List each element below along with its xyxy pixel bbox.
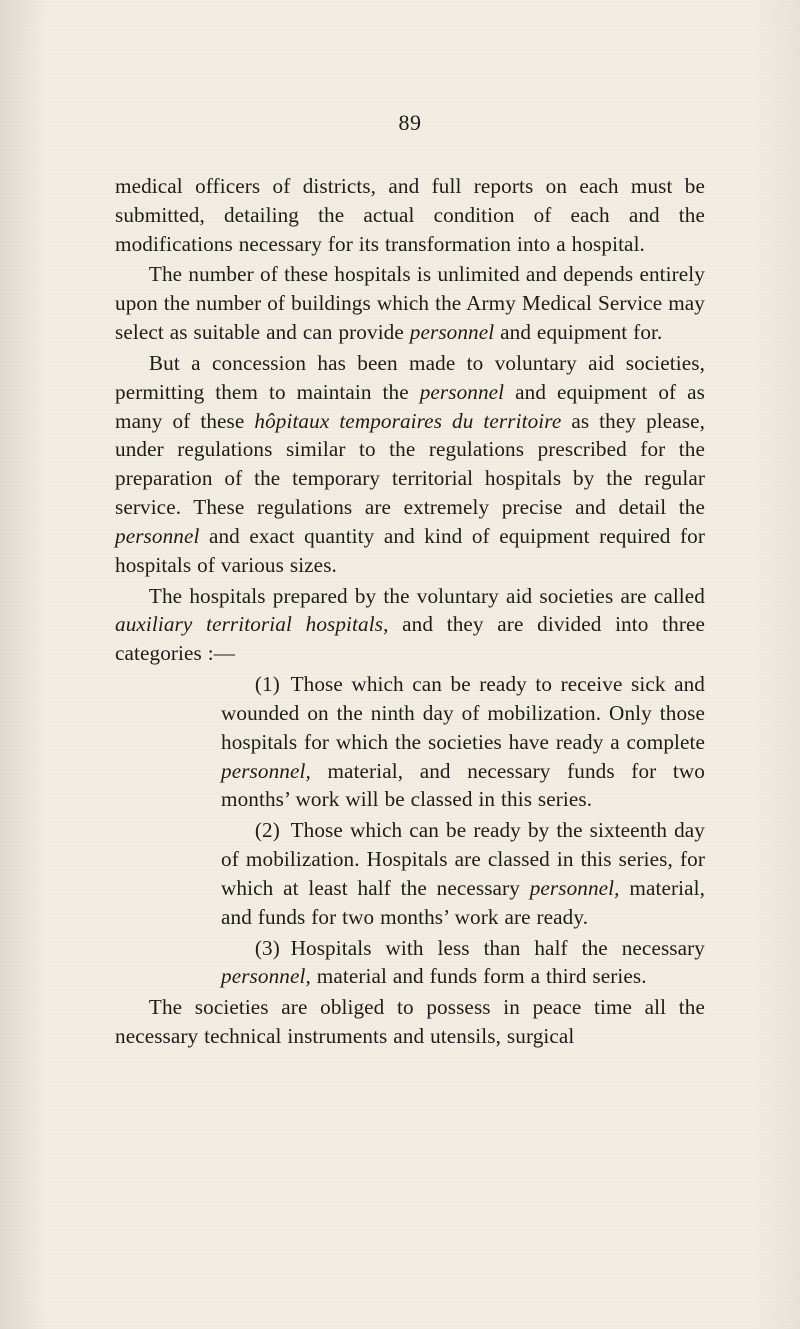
p4a: The hospitals prepared by the voluntary … xyxy=(149,584,705,608)
paragraph-4: The hospitals prepared by the voluntary … xyxy=(115,582,705,668)
italic-personnel-6: personnel, xyxy=(221,964,311,988)
italic-personnel-1: personnel xyxy=(410,320,494,344)
p5-text: The societies are obliged to possess in … xyxy=(115,995,705,1048)
italic-personnel-5: personnel, xyxy=(530,876,620,900)
list-item-1: (1) Those which can be ready to receive … xyxy=(115,670,705,814)
paragraph-3: But a concession has been made to volunt… xyxy=(115,349,705,580)
li3b: material and funds form a third series. xyxy=(311,964,647,988)
page: 89 medical officers of districts, and fu… xyxy=(0,0,800,1329)
body-text: medical officers of districts, and full … xyxy=(115,172,705,1051)
p1-text: medical officers of districts, and full … xyxy=(115,174,705,256)
p2b: and equipment for. xyxy=(494,320,662,344)
li1a: (1) Those which can be ready to receive … xyxy=(221,672,705,754)
page-number: 89 xyxy=(115,110,705,136)
italic-hopitaux: hôpitaux temporaires du territoire xyxy=(254,409,561,433)
li3a: (3) Hospitals with less than half the ne… xyxy=(255,936,705,960)
italic-aux-hosp: auxiliary territorial hospitals xyxy=(115,612,383,636)
italic-personnel-4: personnel, xyxy=(221,759,311,783)
list-item-3: (3) Hospitals with less than half the ne… xyxy=(115,934,705,992)
italic-personnel-3: personnel xyxy=(115,524,199,548)
list-item-2: (2) Those which can be ready by the sixt… xyxy=(115,816,705,931)
p3d: and exact quantity and kind of equipment… xyxy=(115,524,705,577)
paragraph-2: The number of these hospitals is unlimit… xyxy=(115,260,705,346)
numbered-list: (1) Those which can be ready to receive … xyxy=(115,670,705,991)
paragraph-1: medical officers of districts, and full … xyxy=(115,172,705,258)
paragraph-5: The societies are obliged to possess in … xyxy=(115,993,705,1051)
italic-personnel-2: personnel xyxy=(420,380,504,404)
